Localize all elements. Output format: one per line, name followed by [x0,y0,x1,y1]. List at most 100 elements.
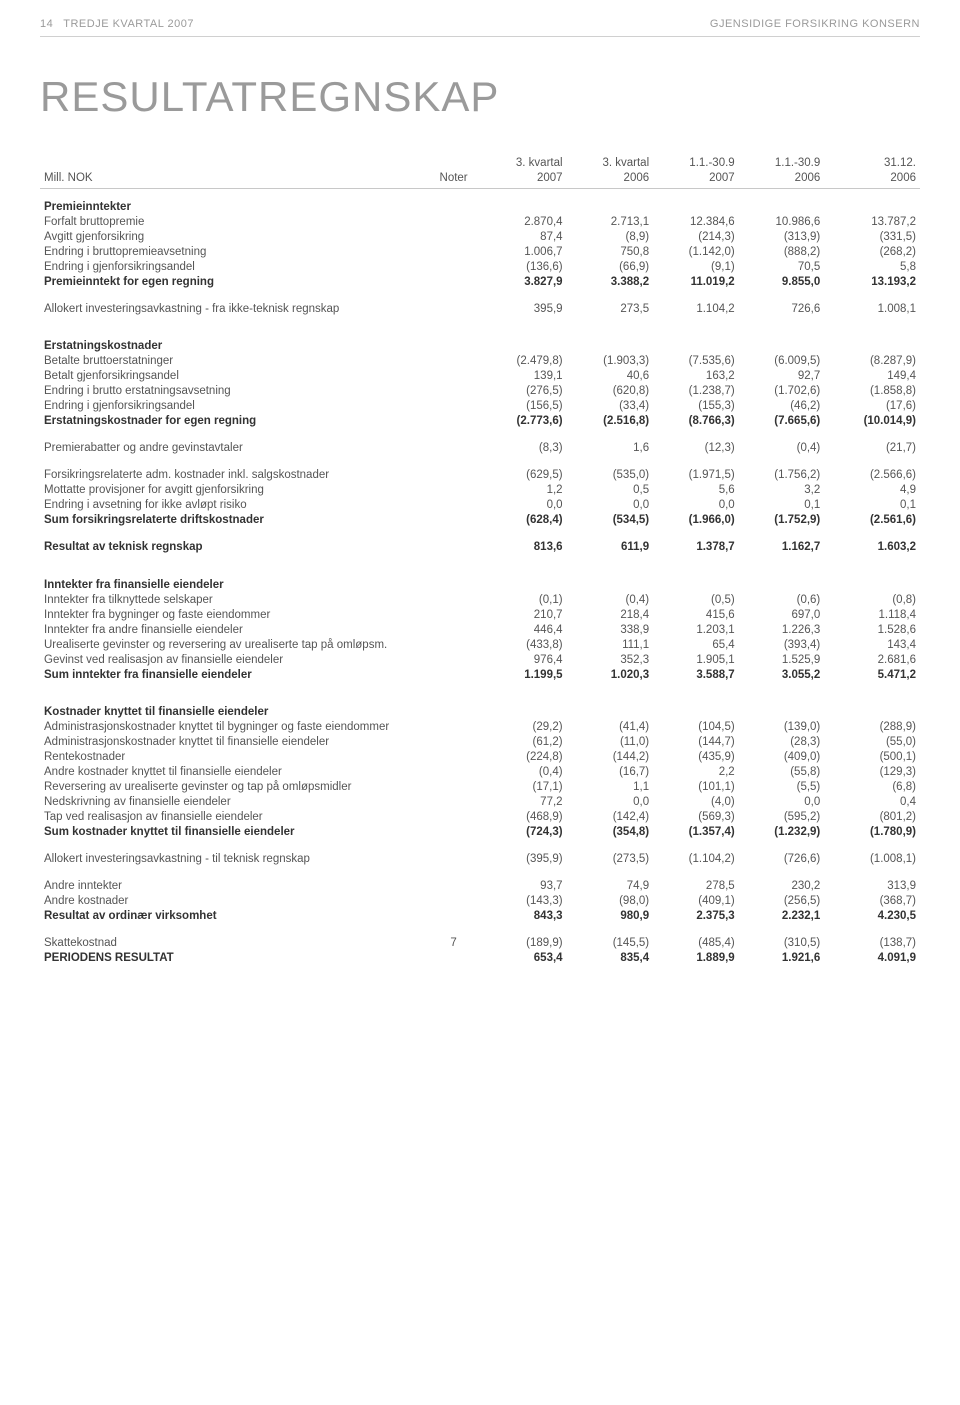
subtotal-row: Resultat av ordinær virksomhet843,3980,9… [40,909,920,924]
value-cell: 3.588,7 [653,667,739,682]
value-cell: (2.773,6) [480,414,567,429]
value-cell: (6.009,5) [739,354,825,369]
value-cell: 611,9 [567,540,654,555]
col-header: 31.12. [824,155,920,170]
value-cell: 0,0 [567,498,654,513]
value-cell: (145,5) [567,936,654,951]
table-row: Andre kostnader(143,3)(98,0)(409,1)(256,… [40,894,920,909]
table-row: Inntekter fra bygninger og faste eiendom… [40,607,920,622]
value-cell: (801,2) [824,810,920,825]
value-cell: (189,9) [480,936,567,951]
row-label: Resultat av ordinær virksomhet [40,909,427,924]
value-cell [739,694,825,720]
value-cell: (534,5) [567,513,654,528]
table-row: Reversering av urealiserte gevinster og … [40,780,920,795]
row-label: Allokert investeringsavkastning - fra ik… [40,301,427,316]
value-cell: (0,4) [739,441,825,456]
noter-cell [427,825,480,840]
row-label: Rentekostnader [40,750,427,765]
noter-cell [427,637,480,652]
value-cell: (354,8) [567,825,654,840]
value-cell: (276,5) [480,384,567,399]
value-cell: 697,0 [739,607,825,622]
noter-cell [427,399,480,414]
row-label: Endring i gjenforsikringsandel [40,399,427,414]
noter-cell [427,483,480,498]
noter-header: Noter [427,170,480,188]
table-row: Allokert investeringsavkastning - fra ik… [40,301,920,316]
value-cell: (55,8) [739,765,825,780]
value-cell: (66,9) [567,259,654,274]
noter-cell [427,607,480,622]
noter-cell [427,592,480,607]
value-cell: (595,2) [739,810,825,825]
value-cell: 1.118,4 [824,607,920,622]
table-row: Premierabatter og andre gevinstavtaler(8… [40,441,920,456]
noter-cell [427,567,480,593]
row-label: Endring i brutto erstatningsavsetning [40,384,427,399]
value-cell: (8.766,3) [653,414,739,429]
spacer-row [40,316,920,328]
table-row: Endring i gjenforsikringsandel(156,5)(33… [40,399,920,414]
row-label: Andre inntekter [40,879,427,894]
col-header: 3. kvartal [567,155,654,170]
value-cell: (41,4) [567,720,654,735]
value-cell: (0,4) [567,592,654,607]
value-cell: (310,5) [739,936,825,951]
value-cell [824,567,920,593]
row-label: Premieinntekter [40,188,427,214]
noter-cell [427,622,480,637]
value-cell: (313,9) [739,229,825,244]
row-label: Allokert investeringsavkastning - til te… [40,852,427,867]
row-label: Erstatningskostnader for egen regning [40,414,427,429]
value-cell: 273,5 [567,301,654,316]
col-header: 2006 [567,170,654,188]
table-row: Betalte bruttoerstatninger(2.479,8)(1.90… [40,354,920,369]
value-cell: (139,0) [739,720,825,735]
value-cell: 143,4 [824,637,920,652]
row-label: Reversering av urealiserte gevinster og … [40,780,427,795]
row-label: Inntekter fra tilknyttede selskaper [40,592,427,607]
noter-cell [427,301,480,316]
value-cell: 9.855,0 [739,274,825,289]
row-label: Andre kostnader [40,894,427,909]
table-row: Endring i gjenforsikringsandel(136,6)(66… [40,259,920,274]
row-label: Premieinntekt for egen regning [40,274,427,289]
value-cell: (155,3) [653,399,739,414]
value-cell: 1,1 [567,780,654,795]
noter-cell [427,694,480,720]
spacer-row [40,867,920,879]
value-cell: (143,3) [480,894,567,909]
table-row: Administrasjonskostnader knyttet til fin… [40,735,920,750]
row-label: Inntekter fra bygninger og faste eiendom… [40,607,427,622]
header-right-text: GJENSIDIGE FORSIKRING KONSERN [710,18,920,30]
value-cell: (620,8) [567,384,654,399]
col-header: 1.1.-30.9 [653,155,739,170]
spacer-row [40,528,920,540]
noter-cell [427,354,480,369]
row-label: Sum kostnader knyttet til finansielle ei… [40,825,427,840]
noter-cell [427,765,480,780]
value-cell [824,188,920,214]
noter-cell [427,441,480,456]
value-cell: (1.357,4) [653,825,739,840]
value-cell: (395,9) [480,852,567,867]
noter-cell [427,414,480,429]
table-row: Administrasjonskostnader knyttet til byg… [40,720,920,735]
value-cell: (1.232,9) [739,825,825,840]
value-cell: 13.193,2 [824,274,920,289]
noter-cell [427,667,480,682]
subtotal-row: PERIODENS RESULTAT653,4835,41.889,91.921… [40,951,920,966]
row-label: Avgitt gjenforsikring [40,229,427,244]
section-row: Kostnader knyttet til finansielle eiende… [40,694,920,720]
noter-cell [427,735,480,750]
value-cell: 1,2 [480,483,567,498]
value-cell: 313,9 [824,879,920,894]
value-cell: (1.966,0) [653,513,739,528]
value-cell: (0,8) [824,592,920,607]
value-cell: (144,2) [567,750,654,765]
value-cell: (29,2) [480,720,567,735]
col-header: 2007 [653,170,739,188]
value-cell: 2.232,1 [739,909,825,924]
value-cell: 0,1 [739,498,825,513]
